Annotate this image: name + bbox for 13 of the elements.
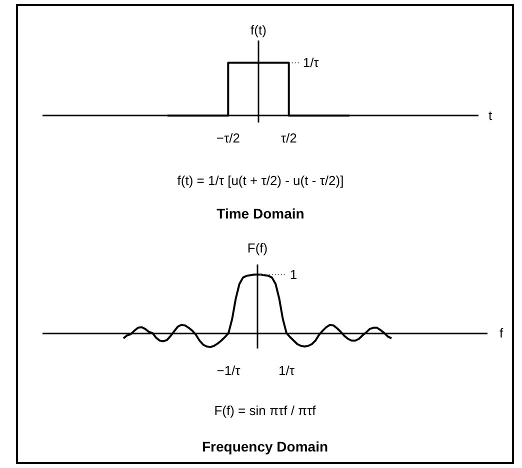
text: Frequency Domain <box>202 438 328 454</box>
x-tick-label: τ/2 <box>280 130 297 146</box>
text: Time Domain <box>216 206 304 222</box>
x-tick-label: −1/τ <box>216 363 242 378</box>
text: t <box>488 108 492 124</box>
annotation: 1 <box>290 267 298 282</box>
y-axis-title: f(t) <box>250 22 266 38</box>
annotation: 1/τ <box>302 55 320 70</box>
text: f(t) = 1/τ [u(t + τ/2) - u(t - τ/2)] <box>177 173 344 188</box>
x-tick-label: −τ/2 <box>216 130 240 146</box>
text: F(f) = sin πτf / πτf <box>214 403 316 418</box>
text: f <box>500 326 504 341</box>
y-axis-title: F(f) <box>247 240 268 256</box>
